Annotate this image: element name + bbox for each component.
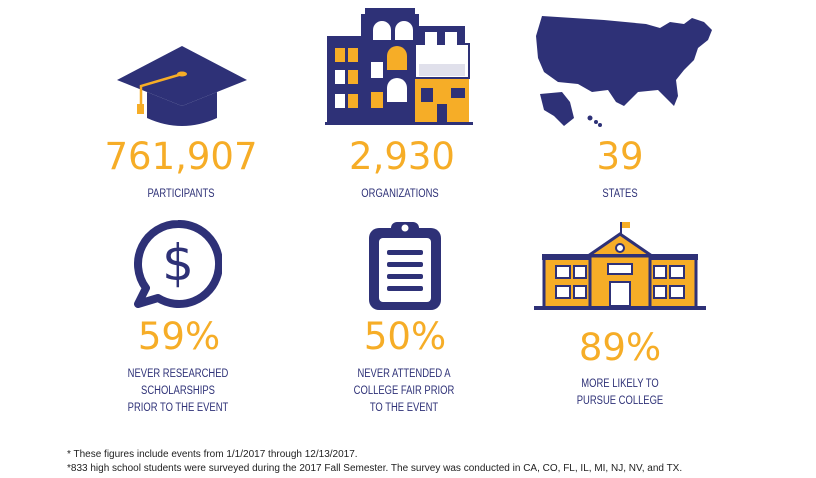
organizations-count: 2,930	[349, 135, 455, 178]
scholarships-label: NEVER RESEARCHED SCHOLARSHIPS PRIOR TO T…	[88, 366, 268, 417]
states-count: 39	[596, 135, 644, 178]
footnote-date-range: * These figures include events from 1/1/…	[67, 449, 358, 460]
states-label: STATES	[602, 188, 638, 200]
participants-count: 761,907	[104, 135, 258, 178]
college-fair-label-line2: COLLEGE FAIR PRIOR	[353, 385, 455, 397]
footnote-survey: *833 high school students were surveyed …	[67, 463, 683, 474]
participants-label: PARTICIPANTS	[147, 188, 215, 200]
svg-text:$: $	[162, 234, 194, 292]
scholarships-label-line2: SCHOLARSHIPS	[141, 385, 215, 397]
pursue-college-percent: 89%	[578, 326, 662, 369]
graduation-cap-icon	[117, 46, 247, 126]
pursue-college-label-line2: PURSUE COLLEGE	[576, 395, 664, 407]
dollar-speech-bubble-icon: $	[134, 220, 222, 308]
scholarships-label-line1: NEVER RESEARCHED	[127, 368, 229, 380]
college-fair-label-line1: NEVER ATTENDED A	[357, 368, 451, 380]
pursue-college-label-line1: MORE LIKELY TO	[581, 378, 659, 390]
college-fair-label: NEVER ATTENDED A COLLEGE FAIR PRIOR TO T…	[314, 366, 494, 417]
scholarships-percent: 59%	[137, 315, 221, 358]
us-map-icon	[536, 16, 712, 127]
organizations-label: ORGANIZATIONS	[361, 188, 439, 200]
buildings-icon	[325, 8, 473, 125]
college-fair-percent: 50%	[363, 315, 447, 358]
clipboard-icon	[369, 222, 441, 310]
scholarships-label-line3: PRIOR TO THE EVENT	[127, 402, 229, 414]
college-fair-label-line3: TO THE EVENT	[369, 402, 439, 414]
school-building-icon	[534, 222, 706, 310]
pursue-college-label: MORE LIKELY TO PURSUE COLLEGE	[530, 376, 710, 410]
